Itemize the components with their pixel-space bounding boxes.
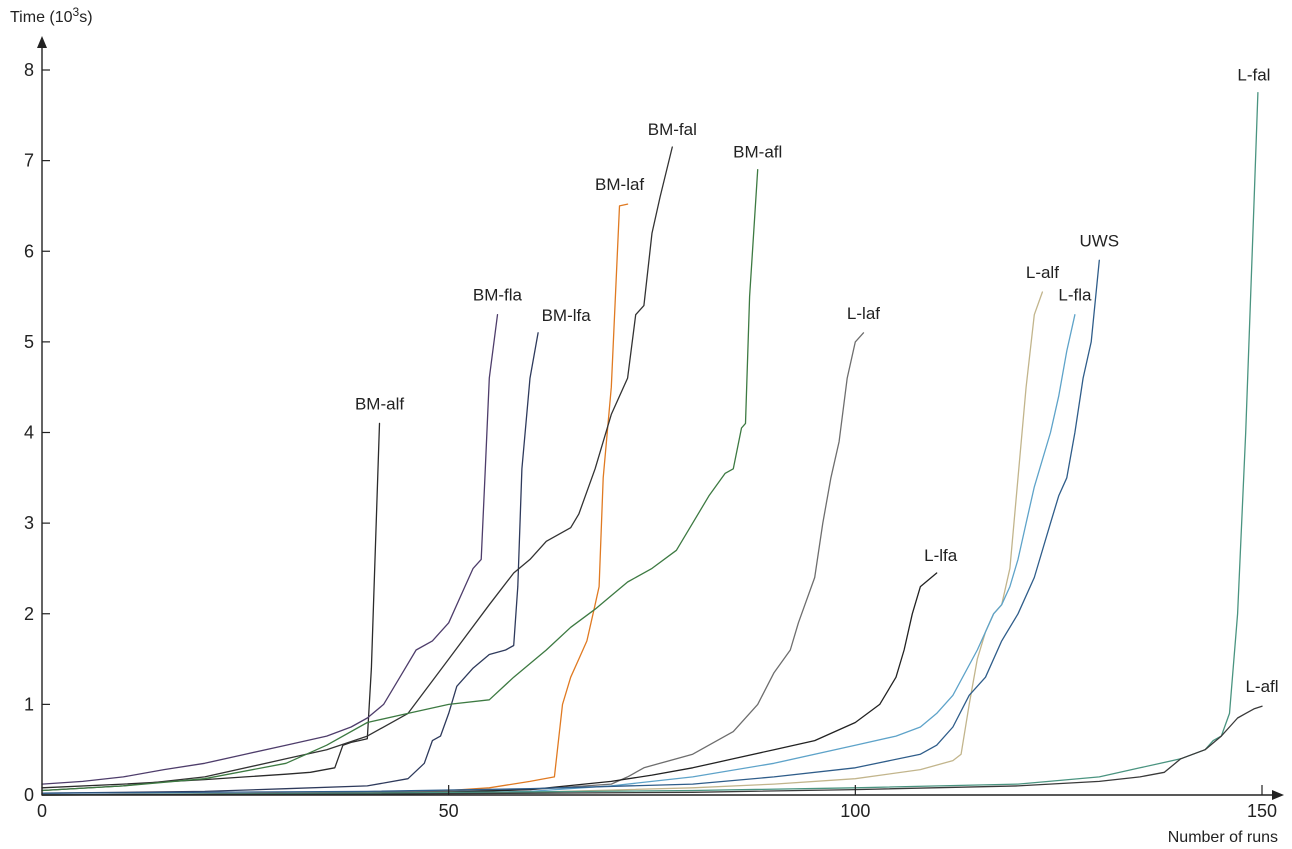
series-line-l-alf (41, 291, 1044, 796)
x-axis-arrow-icon (1272, 790, 1284, 800)
series-line-bm-fla (41, 314, 499, 785)
y-tick-label: 1 (24, 694, 34, 714)
y-axis-title: Time (103s) (10, 5, 93, 26)
series-line-l-afl (41, 705, 1263, 796)
y-tick-label: 5 (24, 332, 34, 352)
x-tick-label: 50 (439, 801, 459, 821)
axes (37, 36, 1284, 800)
series-line-bm-laf (41, 203, 629, 796)
series-label-bm-afl: BM-afl (733, 143, 782, 162)
series-line-bm-alf (41, 422, 381, 789)
x-tick-label: 150 (1247, 801, 1277, 821)
series-label-bm-alf: BM-alf (355, 394, 404, 413)
y-tick-label: 3 (24, 513, 34, 533)
y-tick-label: 6 (24, 241, 34, 261)
y-tick-label: 4 (24, 423, 34, 443)
y-tick-label: 2 (24, 604, 34, 624)
series-label-bm-laf: BM-laf (595, 175, 644, 194)
series-label-l-afl: L-afl (1245, 677, 1278, 696)
series-line-bm-afl (41, 169, 759, 792)
series-line-bm-lfa (41, 332, 539, 794)
series-line-uws (41, 259, 1100, 794)
series-label-l-laf: L-laf (847, 304, 880, 323)
y-axis-arrow-icon (37, 36, 47, 48)
x-tick-label: 0 (37, 801, 47, 821)
series-labels: BM-alf BM-fla BM-lfa BM-laf BM-fal BM-afl L-la… (355, 66, 1279, 697)
y-tick-label: 0 (24, 785, 34, 805)
series-line-l-fla (41, 314, 1076, 796)
series-line-bm-fal (41, 146, 673, 792)
series-line-l-fal (41, 92, 1259, 796)
y-tick-label: 7 (24, 151, 34, 171)
axis-ticks: 0 1 2 3 4 5 6 7 8 0 50 100 150 (24, 60, 1277, 821)
series-label-bm-lfa: BM-lfa (542, 306, 592, 325)
series-label-bm-fal: BM-fal (648, 120, 697, 139)
series-label-l-fal: L-fal (1237, 66, 1270, 85)
series-label-l-lfa: L-lfa (924, 546, 958, 565)
series-label-uws: UWS (1079, 231, 1119, 250)
series-lines (41, 92, 1263, 796)
series-line-l-laf (41, 332, 865, 796)
series-label-l-fla: L-fla (1058, 286, 1092, 305)
series-label-l-alf: L-alf (1026, 263, 1059, 282)
series-label-bm-fla: BM-fla (473, 286, 523, 305)
x-axis-title: Number of runs (1168, 829, 1278, 846)
x-tick-label: 100 (840, 801, 870, 821)
series-line-l-lfa (41, 572, 938, 796)
y-tick-label: 8 (24, 60, 34, 80)
